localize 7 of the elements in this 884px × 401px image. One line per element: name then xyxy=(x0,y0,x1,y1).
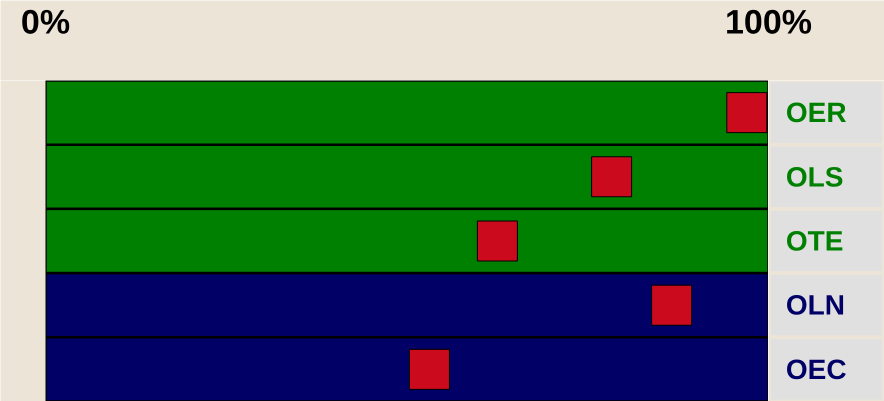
y-tick-label: OLN xyxy=(786,290,846,321)
x-tick-label: 100% xyxy=(725,4,812,42)
y-tick-label: OTE xyxy=(786,226,844,256)
y-tick-label: OLS xyxy=(786,161,844,192)
y-tick-label: OEC xyxy=(786,354,847,385)
y-tick-label: OER xyxy=(786,97,847,128)
x-tick-label: 0% xyxy=(20,4,70,42)
